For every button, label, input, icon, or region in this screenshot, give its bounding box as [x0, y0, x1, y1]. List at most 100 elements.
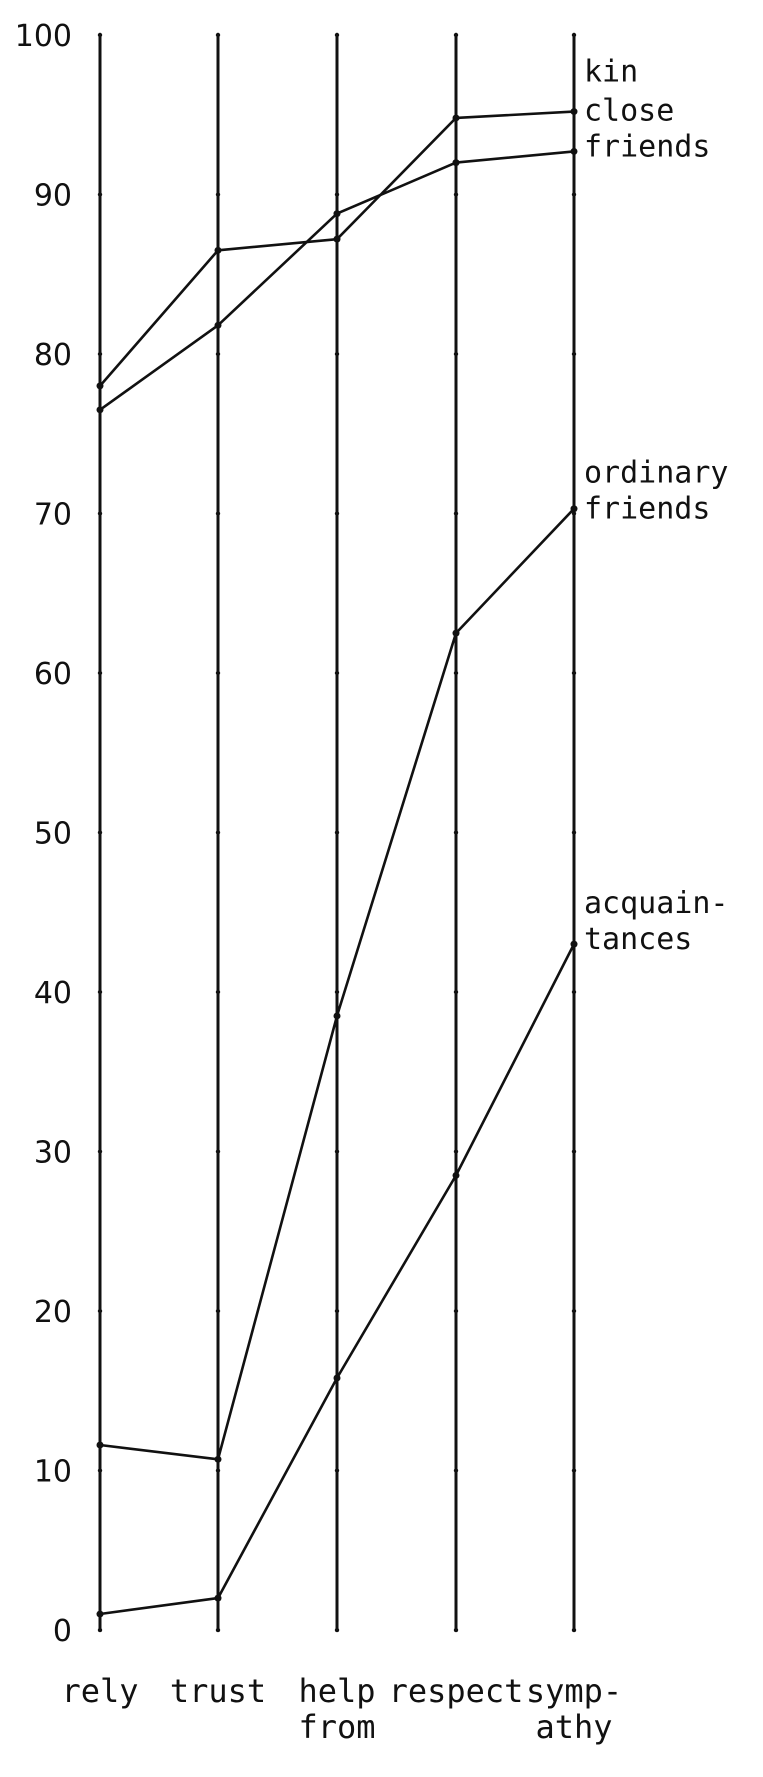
category-label: from: [298, 1708, 375, 1746]
data-point: [570, 505, 578, 513]
axis-tick-mark: [453, 192, 459, 197]
axis-tick-mark: [453, 670, 459, 676]
axis-tick-mark: [215, 1627, 221, 1633]
data-point: [570, 940, 578, 948]
y-tick-label: 20: [34, 1295, 72, 1330]
axis-tick-mark: [215, 192, 221, 197]
axis-tick-mark: [334, 32, 340, 38]
axis-tick-mark: [215, 32, 221, 38]
category-label: trust: [170, 1672, 266, 1710]
axis-tick-mark: [334, 1308, 340, 1314]
y-tick-label: 0: [53, 1614, 72, 1649]
y-tick-labels: 0 10 20 30 40 50 60 70 80 90 100: [15, 19, 72, 1649]
data-point: [570, 108, 578, 116]
series-label: friends: [584, 492, 710, 527]
axis-tick-mark: [97, 32, 103, 38]
axis-tick-mark: [334, 192, 340, 197]
axis-tick-mark: [334, 989, 340, 995]
axis-tick-mark: [215, 1149, 221, 1154]
data-point: [96, 1441, 104, 1449]
data-point: [214, 1455, 222, 1463]
axis-tick-mark: [453, 1468, 459, 1473]
axis-tick-mark: [571, 1627, 577, 1633]
data-point: [452, 114, 460, 122]
category-label: athy: [535, 1708, 612, 1746]
category-label: rely: [61, 1672, 138, 1710]
axis-tick-mark: [453, 830, 459, 835]
axis-tick-mark: [334, 511, 340, 516]
y-tick-label: 80: [34, 338, 72, 373]
category-label: help: [298, 1672, 375, 1710]
axis-tick-mark: [453, 989, 459, 995]
axis-tick-mark: [571, 1308, 577, 1314]
series-label: tances: [584, 922, 692, 957]
data-point: [214, 246, 222, 254]
axis-tick-mark: [215, 351, 221, 357]
series-label: acquain-: [584, 886, 729, 921]
axis-tick-mark: [571, 670, 577, 676]
axis-tick-mark: [97, 830, 103, 835]
y-tick-label: 100: [15, 19, 72, 54]
y-tick-label: 70: [34, 498, 72, 533]
axis-tick-mark: [334, 1149, 340, 1154]
axis-tick-mark: [97, 1149, 103, 1154]
y-tick-label: 10: [34, 1455, 72, 1490]
axis-tick-mark: [215, 830, 221, 835]
axis-tick-mark: [453, 32, 459, 38]
axis-tick-mark: [215, 670, 221, 676]
axis-tick-mark: [571, 1149, 577, 1154]
category-label: symp-: [526, 1672, 622, 1710]
y-tick-label: 50: [34, 817, 72, 852]
axis-tick-mark: [97, 989, 103, 995]
axis-tick-mark: [571, 1468, 577, 1473]
axis-tick-mark: [453, 511, 459, 516]
axis-tick-mark: [334, 830, 340, 835]
data-point: [333, 1374, 341, 1382]
y-tick-label: 60: [34, 657, 72, 692]
data-point: [96, 406, 104, 414]
data-point: [214, 1594, 222, 1602]
axis-tick-mark: [571, 830, 577, 835]
data-point: [570, 147, 578, 155]
axis-tick-mark: [215, 1308, 221, 1314]
category-axes: [97, 32, 577, 1633]
data-point: [333, 210, 341, 218]
axis-tick-mark: [215, 1468, 221, 1473]
series-labels: kinclosefriendsordinaryfriendsacquain-ta…: [584, 55, 729, 958]
axis-tick-mark: [571, 192, 577, 197]
y-tick-label: 90: [34, 179, 72, 214]
axis-tick-mark: [571, 989, 577, 995]
data-point: [96, 1610, 104, 1618]
axis-tick-mark: [571, 351, 577, 357]
axis-tick-mark: [97, 511, 103, 516]
data-point: [333, 235, 341, 243]
axis-tick-mark: [97, 1308, 103, 1314]
axis-tick-mark: [334, 351, 340, 357]
axis-tick-mark: [453, 1308, 459, 1314]
axis-tick-mark: [571, 511, 577, 516]
axis-tick-mark: [453, 351, 459, 357]
data-point: [452, 629, 460, 637]
axis-tick-mark: [334, 1627, 340, 1633]
y-tick-label: 40: [34, 976, 72, 1011]
axis-tick-mark: [97, 670, 103, 676]
data-point: [333, 1012, 341, 1020]
category-label: respect: [389, 1672, 524, 1710]
data-point: [452, 1171, 460, 1179]
series-label: friends: [584, 130, 710, 165]
y-tick-label: 30: [34, 1136, 72, 1171]
series-label: ordinary: [584, 456, 729, 491]
series-label: close: [584, 94, 674, 129]
axis-tick-mark: [97, 351, 103, 357]
data-point: [452, 159, 460, 167]
axis-tick-mark: [97, 1468, 103, 1473]
series-label: kin: [584, 55, 638, 90]
axis-tick-mark: [571, 32, 577, 38]
axis-tick-mark: [334, 1468, 340, 1473]
data-point: [96, 382, 104, 390]
data-point: [214, 321, 222, 329]
axis-tick-mark: [453, 1149, 459, 1154]
axis-tick-mark: [334, 670, 340, 676]
